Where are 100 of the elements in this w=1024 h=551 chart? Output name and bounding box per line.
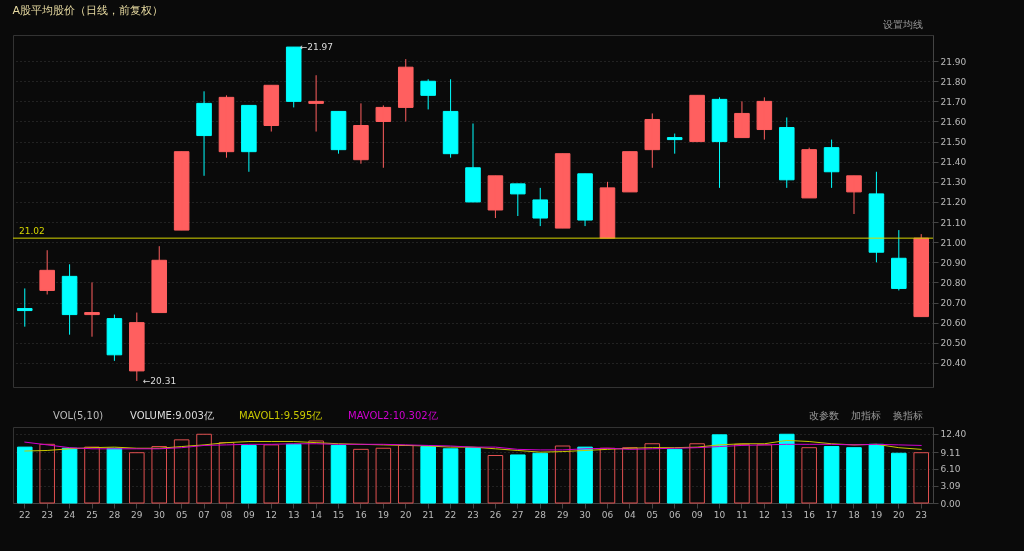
candlestick: [510, 183, 526, 217]
candlestick: [173, 151, 190, 231]
candlestick: [868, 171, 885, 263]
annotation: ←21.97: [299, 42, 334, 53]
text: 换指标: [893, 410, 923, 421]
y-tick-label: 21.50: [940, 137, 967, 148]
x-tick-label: 23: [41, 509, 53, 520]
ref-line-label: 21.02: [19, 226, 45, 237]
candlestick: [218, 94, 235, 159]
y-tick-label: 20.80: [940, 277, 967, 288]
bar: [599, 447, 616, 504]
x-tick-label: 28: [534, 509, 547, 520]
text: 改参数: [809, 410, 839, 421]
candlestick: [756, 96, 773, 141]
bar: [218, 442, 235, 504]
x-tick-label: 16: [355, 509, 367, 520]
x-tick-label: 28: [108, 509, 121, 520]
x-tick-label: 10: [713, 509, 726, 520]
bar: [577, 446, 593, 504]
candlestick: [39, 249, 55, 295]
y-tick-label: 6.10: [940, 464, 961, 475]
bar: [106, 447, 123, 504]
x-tick-label: 30: [579, 509, 592, 520]
candlestick: [711, 96, 728, 189]
x-tick-label: 27: [512, 509, 524, 520]
bar: [510, 454, 526, 504]
y-tick-label: 20.40: [940, 358, 967, 369]
candlestick: [353, 102, 369, 165]
candlestick: [487, 175, 504, 219]
candlestick: [577, 173, 593, 227]
candlestick: [375, 104, 392, 169]
bar: [622, 447, 638, 504]
x-tick-label: 13: [781, 509, 793, 520]
bar: [689, 443, 705, 504]
x-tick-label: 29: [556, 509, 569, 520]
candlestick: [241, 104, 257, 173]
bar: [353, 448, 369, 504]
candlestick: [689, 94, 705, 143]
bar: [756, 444, 773, 504]
y-tick-label: 21.60: [940, 116, 967, 127]
candlestick: [106, 314, 123, 362]
candlestick: [778, 116, 795, 189]
bar: [711, 434, 728, 504]
bar: [39, 443, 55, 504]
text: 设置均线: [883, 19, 923, 30]
bar: [285, 443, 302, 504]
candlestick: [599, 181, 616, 239]
bar: [442, 448, 459, 504]
candlestick: [465, 123, 481, 203]
x-tick-label: 09: [691, 509, 704, 520]
y-tick-label: 21.40: [940, 157, 967, 168]
candlestick: [442, 78, 459, 159]
bar: [532, 452, 549, 504]
candlestick: [801, 147, 817, 199]
bar: [151, 446, 168, 504]
candlestick: [330, 110, 347, 155]
annotation: ←20.31: [142, 375, 177, 386]
x-tick-label: 24: [63, 509, 76, 520]
x-tick-label: 12: [758, 509, 771, 520]
bar: [666, 448, 683, 504]
text: MAVOL2:10.302亿: [348, 410, 438, 421]
bar: [330, 444, 347, 504]
candlestick: [913, 233, 930, 318]
bar: [644, 443, 661, 504]
x-tick-label: 16: [803, 509, 816, 520]
x-tick-label: 15: [332, 509, 345, 520]
x-tick-label: 18: [848, 509, 860, 520]
x-tick-label: 13: [287, 509, 300, 520]
bar: [420, 446, 436, 504]
candlestick: [84, 281, 100, 338]
bar: [913, 452, 930, 504]
x-tick-label: 30: [153, 509, 166, 520]
y-tick-label: 21.90: [940, 56, 967, 67]
candlestick: [397, 58, 414, 122]
candlestick: [622, 151, 638, 193]
bar: [487, 455, 504, 504]
y-tick-label: 20.60: [940, 318, 967, 329]
x-tick-label: 29: [131, 509, 143, 520]
x-tick-label: 23: [915, 509, 927, 520]
x-tick-label: 05: [646, 509, 659, 520]
bar: [868, 443, 885, 504]
candlestick: [554, 153, 571, 229]
candlestick: [532, 187, 549, 227]
candlestick: [61, 263, 78, 336]
x-tick-label: 26: [489, 509, 502, 520]
candlestick: [129, 312, 145, 382]
bar: [846, 447, 862, 504]
y-tick-label: 21.00: [940, 237, 967, 248]
bar: [465, 447, 481, 504]
x-tick-label: 12: [265, 509, 278, 520]
x-tick-label: 09: [243, 509, 255, 520]
x-tick-label: 22: [19, 509, 31, 520]
x-tick-label: 19: [870, 509, 883, 520]
chart-title: VOL(5,10): [53, 410, 104, 421]
candlestick: [846, 175, 862, 215]
bar: [129, 452, 145, 504]
x-tick-label: 25: [86, 509, 98, 520]
candlestick: [285, 46, 302, 108]
bar: [241, 444, 257, 504]
x-tick-label: 07: [198, 509, 210, 520]
